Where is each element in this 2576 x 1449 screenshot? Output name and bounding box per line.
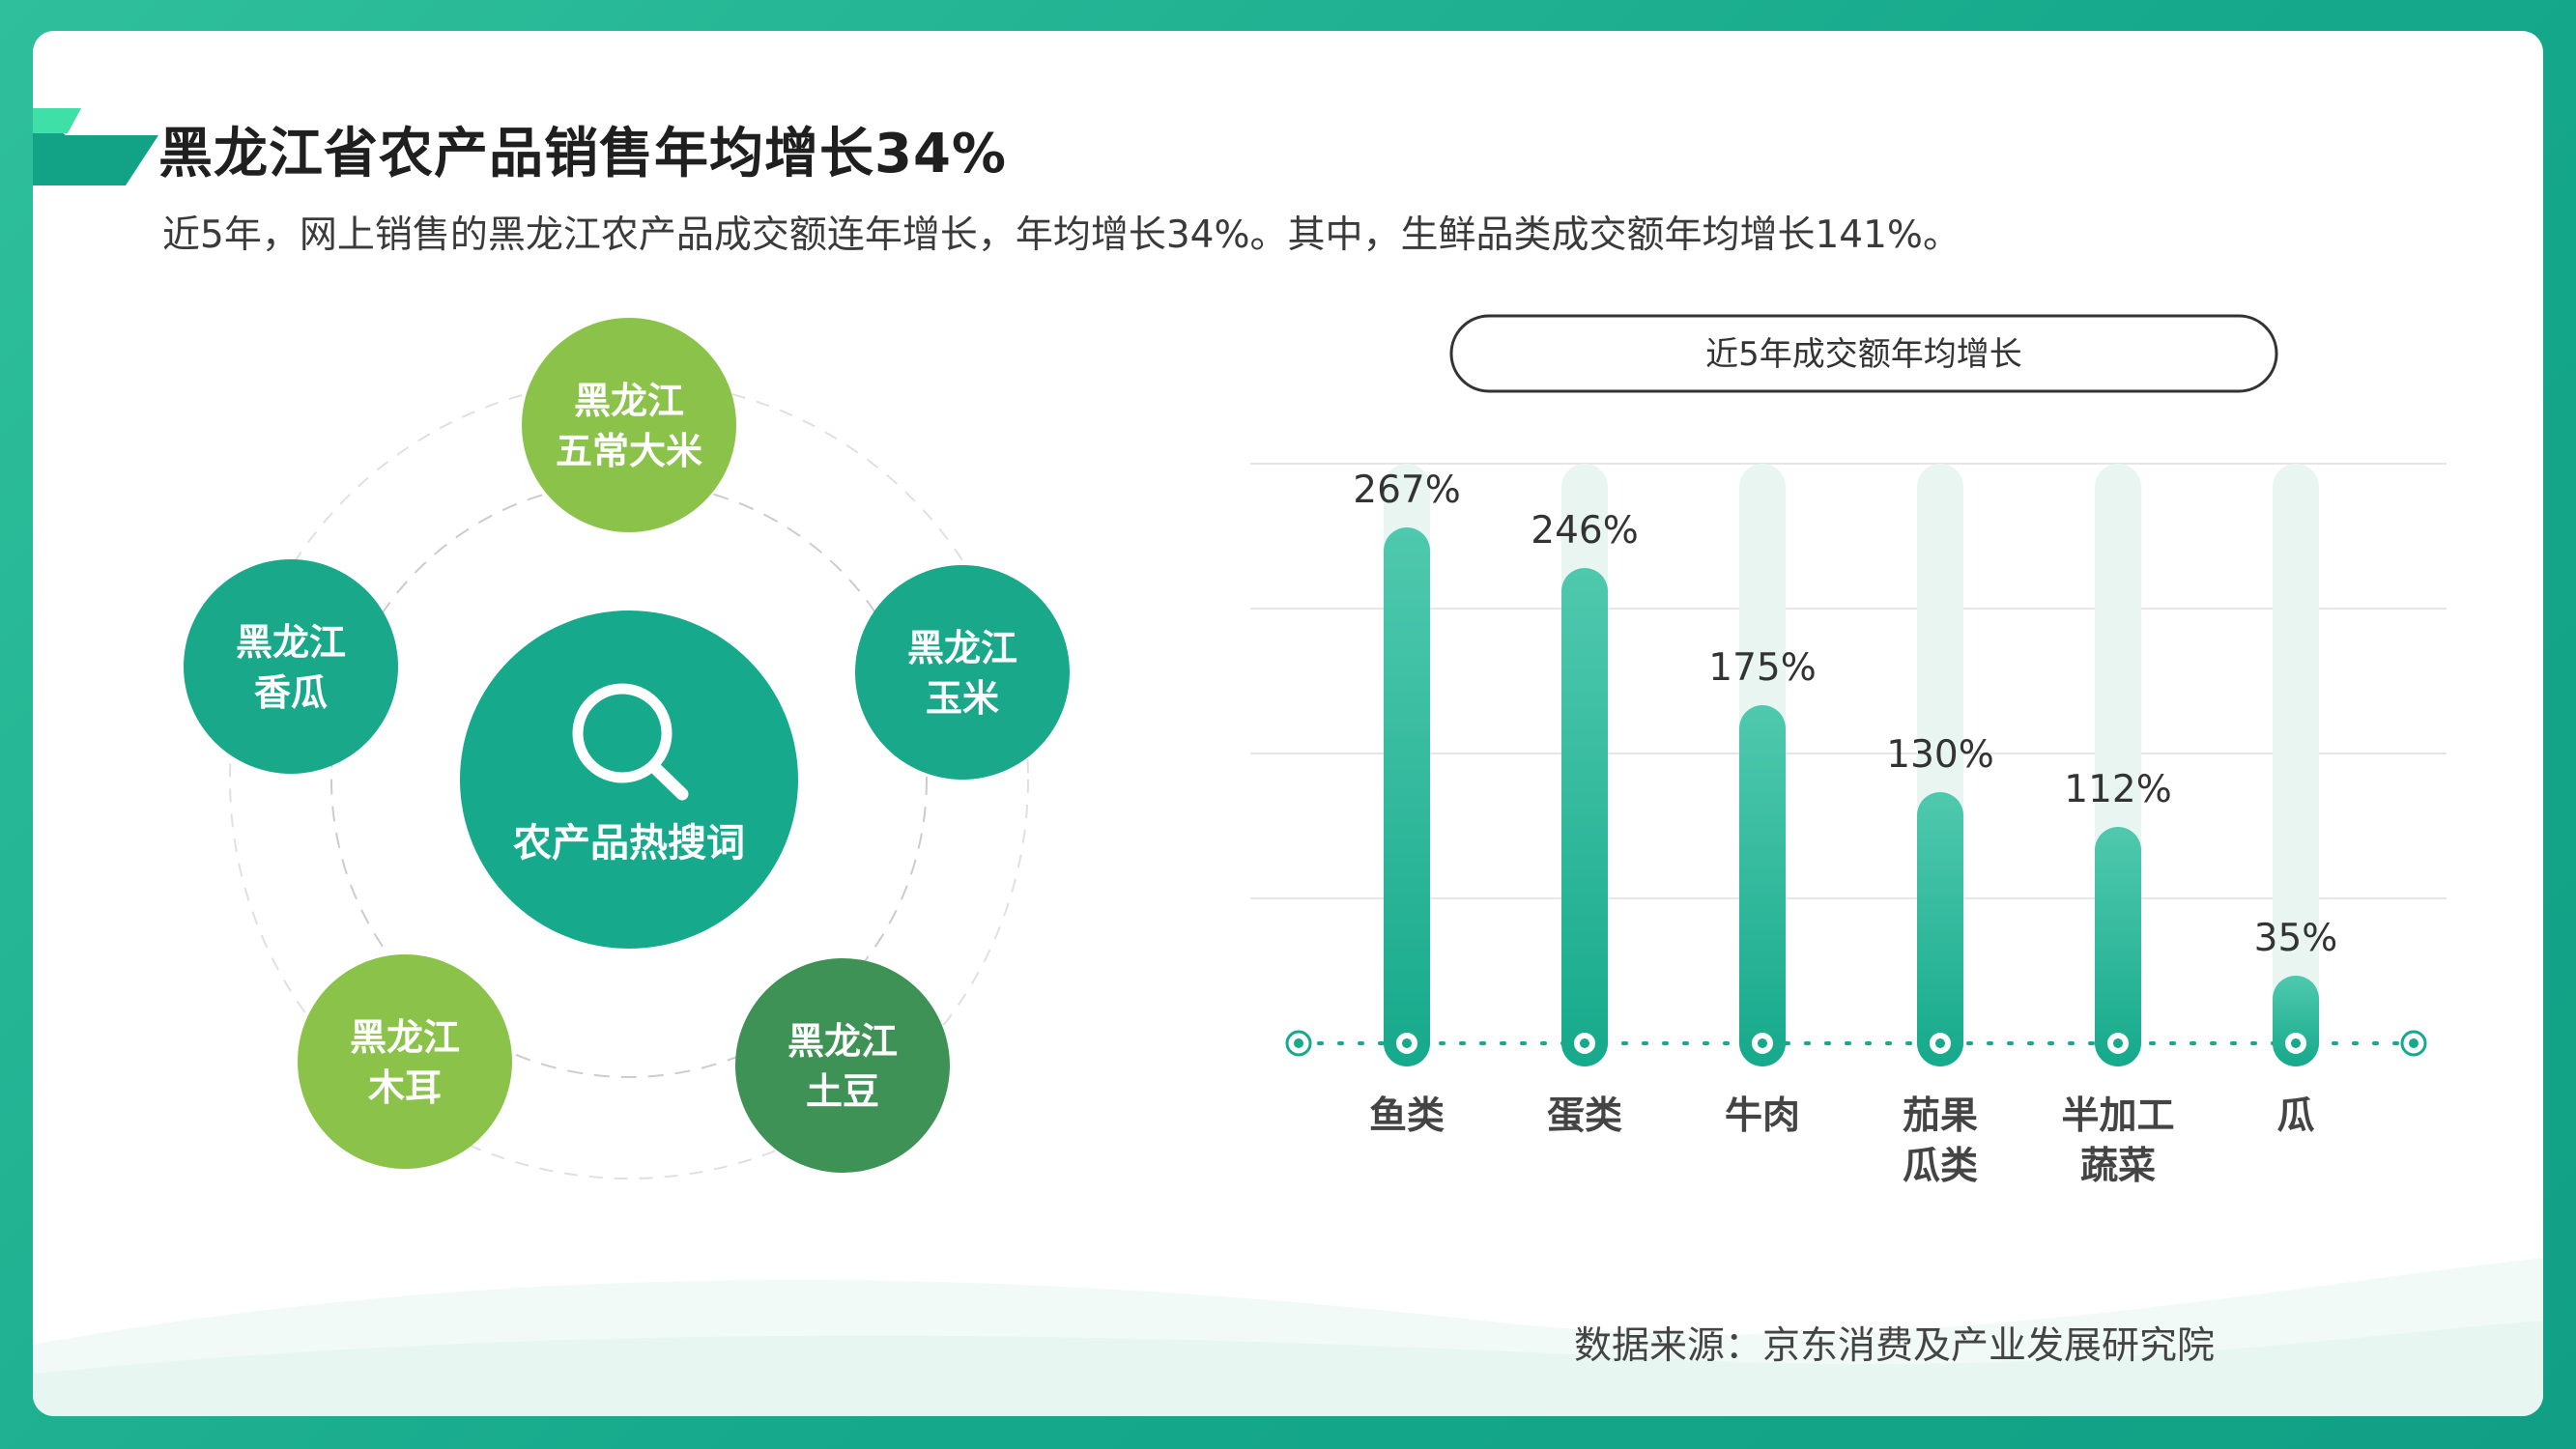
category-label: 鱼类 [1369,1094,1445,1138]
value-label: 267% [1353,469,1461,512]
category-label: 瓜类 [1903,1145,1978,1188]
grid-lines [1250,463,2447,899]
chart-title-pill [1449,314,2278,393]
bubble-circle [735,958,950,1173]
bar [1739,705,1786,1066]
bubble-line-1: 黑龙江 [907,627,1017,669]
search-icon [572,683,689,801]
hot-word-bubble: 黑龙江 玉米 [855,565,1070,780]
bar [1561,568,1608,1066]
bar [1917,792,1963,1066]
value-label: 130% [1886,733,1994,777]
bubble-line-1: 黑龙江 [787,1020,898,1063]
center-label: 农产品热搜词 [513,821,745,866]
hot-word-bubble: 黑龙江 五常大米 [522,318,736,532]
bubble-line-2: 木耳 [368,1066,442,1109]
bubble-circle [184,559,398,774]
bar-tracks [1384,464,2319,1066]
bars [1384,527,2319,1066]
title-decoration [33,108,158,185]
page-title: 黑龙江省农产品销售年均增长34% [158,123,1008,185]
hot-words-diagram: 农产品热搜词 黑龙江 五常大米 黑龙江 玉米 黑龙江 土豆 黑龙江 木耳 黑龙江… [184,318,1070,1179]
bottom-wave-decoration [33,1258,2543,1416]
baseline-end-dot [1294,1038,1303,1048]
hot-word-bubble: 黑龙江 香瓜 [184,559,398,774]
category-label: 蛋类 [1547,1094,1622,1138]
bar-track [2273,464,2319,1066]
hot-word-bubble: 黑龙江 土豆 [735,958,950,1173]
outer-dashed-ring [229,380,1029,1179]
data-source: 数据来源：京东消费及产业发展研究院 [1574,1324,2216,1368]
bar [1384,527,1430,1066]
category-label: 半加工 [2061,1094,2174,1138]
center-circle: 农产品热搜词 [460,611,798,949]
bubble-circle [522,318,736,532]
bar-marker-dot [1935,1038,1945,1048]
bubble-circle [855,565,1070,780]
bar-marker-dot [2291,1038,2301,1048]
bubble-line-1: 黑龙江 [574,380,684,422]
bar-marker-dot [1758,1038,1767,1048]
chart-title: 近5年成交额年均增长 [1705,335,2022,374]
value-label: 112% [2064,768,2172,811]
page-subtitle: 近5年，网上销售的黑龙江农产品成交额连年增长，年均增长34%。其中，生鲜品类成交… [162,213,1961,257]
category-label: 牛肉 [1725,1094,1800,1138]
category-label: 瓜 [2276,1094,2314,1138]
bubble-circle [298,954,512,1169]
baseline-end-dot [2409,1038,2419,1048]
bar [2095,827,2141,1066]
value-label: 35% [2254,917,2338,960]
bar-marker-dot [1402,1038,1412,1048]
value-label: 246% [1531,509,1639,553]
bubble-line-2: 香瓜 [254,671,328,714]
bubble-line-2: 五常大米 [556,430,702,472]
category-label: 蔬菜 [2080,1145,2156,1188]
hot-word-bubble: 黑龙江 木耳 [298,954,512,1169]
value-label: 175% [1708,646,1817,690]
bubble-line-1: 黑龙江 [236,621,346,664]
bubble-line-1: 黑龙江 [350,1016,460,1059]
baseline [1285,1030,2427,1057]
bar-marker-dot [2113,1038,2123,1048]
card: 黑龙江省农产品销售年均增长34% 近5年，网上销售的黑龙江农产品成交额连年增长，… [33,31,2543,1416]
bar [2273,976,2319,1066]
bubble-line-2: 玉米 [926,677,999,720]
inner-dashed-ring [330,481,928,1078]
bar-marker-dot [1580,1038,1589,1048]
category-label: 茄果 [1903,1094,1978,1138]
bubble-line-2: 土豆 [806,1070,879,1113]
